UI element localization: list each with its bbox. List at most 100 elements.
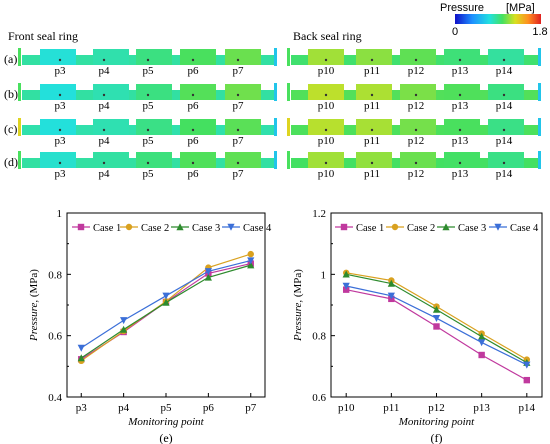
legend-marker <box>391 223 399 231</box>
monitoring-point-label: p10 <box>318 65 335 77</box>
monitoring-dot <box>370 93 374 97</box>
y-axis-label: Pressure, (MPa) <box>292 269 304 342</box>
x-tick-label: p11 <box>383 402 399 414</box>
monitoring-dot <box>414 161 418 165</box>
monitoring-point-label: p5 <box>143 135 155 147</box>
monitoring-point-label: p3 <box>55 100 67 112</box>
back-seal: p10 p11 p12 p13 p14 <box>287 118 541 147</box>
monitoring-point-label: p13 <box>452 65 469 77</box>
monitoring-dot <box>458 58 462 62</box>
panel-label: (e) <box>159 431 172 444</box>
seal-chamber <box>93 152 129 168</box>
legend-entry: Case 4 <box>222 223 272 234</box>
seal-chamber <box>136 49 172 65</box>
front-seal: p3 p4 p5 p6 p7 <box>18 48 277 77</box>
monitoring-point-label: p7 <box>233 65 245 77</box>
seal-end-cap <box>274 151 277 169</box>
seal-end-cap <box>538 83 541 101</box>
series-case-1 <box>78 260 254 363</box>
monitoring-dot <box>146 58 150 62</box>
monitoring-dot <box>502 128 506 132</box>
monitoring-dot <box>502 161 506 165</box>
monitoring-dot <box>370 128 374 132</box>
y-tick-label: 1 <box>321 269 327 281</box>
monitoring-point-label: p11 <box>364 135 380 147</box>
seal-end-cap <box>287 48 290 66</box>
monitoring-point-label: p12 <box>408 100 425 112</box>
seal-chamber <box>400 152 436 168</box>
monitoring-dot <box>58 93 62 97</box>
seal-chamber <box>40 119 76 135</box>
seal-chamber <box>444 49 480 65</box>
y-tick-label: 0.6 <box>48 331 62 343</box>
seal-chamber <box>136 119 172 135</box>
contour-row-label: (c) <box>4 122 17 136</box>
seal-chamber <box>225 119 261 135</box>
seal-chamber <box>225 152 261 168</box>
seal-chamber <box>308 49 344 65</box>
seal-end-cap <box>18 83 21 101</box>
monitoring-dot <box>146 128 150 132</box>
monitoring-dot <box>191 93 195 97</box>
data-point <box>342 282 350 290</box>
seal-chamber <box>444 84 480 100</box>
front-seal: p3 p4 p5 p6 p7 <box>18 118 277 147</box>
x-tick-label: p13 <box>473 402 490 414</box>
monitoring-point-label: p5 <box>143 65 155 77</box>
monitoring-dot <box>236 161 240 165</box>
monitoring-dot <box>146 93 150 97</box>
data-point <box>204 273 212 281</box>
legend-label: Case 2 <box>141 223 169 234</box>
monitoring-dot <box>324 128 328 132</box>
monitoring-point-label: p6 <box>188 135 200 147</box>
seal-chamber <box>400 84 436 100</box>
monitoring-point-label: p13 <box>452 100 469 112</box>
monitoring-point-label: p4 <box>99 168 111 180</box>
series-line <box>80 264 251 359</box>
seal-chamber <box>488 49 524 65</box>
seal-chamber <box>136 84 172 100</box>
front-seal-title: Front seal ring <box>8 29 78 43</box>
monitoring-point-label: p7 <box>233 100 245 112</box>
back-seal-title: Back seal ring <box>293 29 362 43</box>
data-point <box>162 298 170 306</box>
monitoring-point-label: p10 <box>318 168 335 180</box>
seal-end-cap <box>287 151 290 169</box>
data-point <box>523 376 531 384</box>
seal-end-cap <box>274 118 277 136</box>
colorbar-gradient <box>455 14 541 24</box>
x-axis-label: Monitoring point <box>398 416 475 428</box>
monitoring-point-label: p14 <box>496 100 513 112</box>
front-seal: p3 p4 p5 p6 p7 <box>18 151 277 180</box>
seal-end-cap <box>538 151 541 169</box>
seal-end-cap <box>18 118 21 136</box>
y-tick-label: 0.6 <box>312 392 326 404</box>
monitoring-dot <box>191 128 195 132</box>
y-tick-label: 0.4 <box>48 392 62 404</box>
monitoring-point-label: p11 <box>364 65 380 77</box>
x-axis-label: Monitoring point <box>127 416 204 428</box>
seal-end-cap <box>287 118 290 136</box>
seal-chamber <box>400 49 436 65</box>
data-point <box>342 270 350 278</box>
seal-chamber <box>356 84 392 100</box>
chart-e: 0.4 0.6 0.8 1 p3 p4 p5 p6 p7 Monitoring point Pres… <box>28 208 272 444</box>
monitoring-point-label: p14 <box>496 168 513 180</box>
contour-row-label: (a) <box>4 52 17 66</box>
seal-chamber <box>356 119 392 135</box>
y-tick-label: 1 <box>57 208 63 220</box>
monitoring-dot <box>191 58 195 62</box>
seal-chamber <box>308 152 344 168</box>
monitoring-point-label: p10 <box>318 100 335 112</box>
legend-entry: Case 1 <box>72 223 121 234</box>
panel-label: (f) <box>431 431 443 444</box>
seal-chamber <box>136 152 172 168</box>
legend-marker <box>494 223 502 231</box>
data-point <box>432 314 441 322</box>
series-case-2 <box>78 250 254 365</box>
data-point <box>478 351 485 359</box>
seal-chamber <box>356 152 392 168</box>
data-point <box>247 261 255 269</box>
legend-marker <box>340 223 348 231</box>
data-point <box>120 317 128 325</box>
